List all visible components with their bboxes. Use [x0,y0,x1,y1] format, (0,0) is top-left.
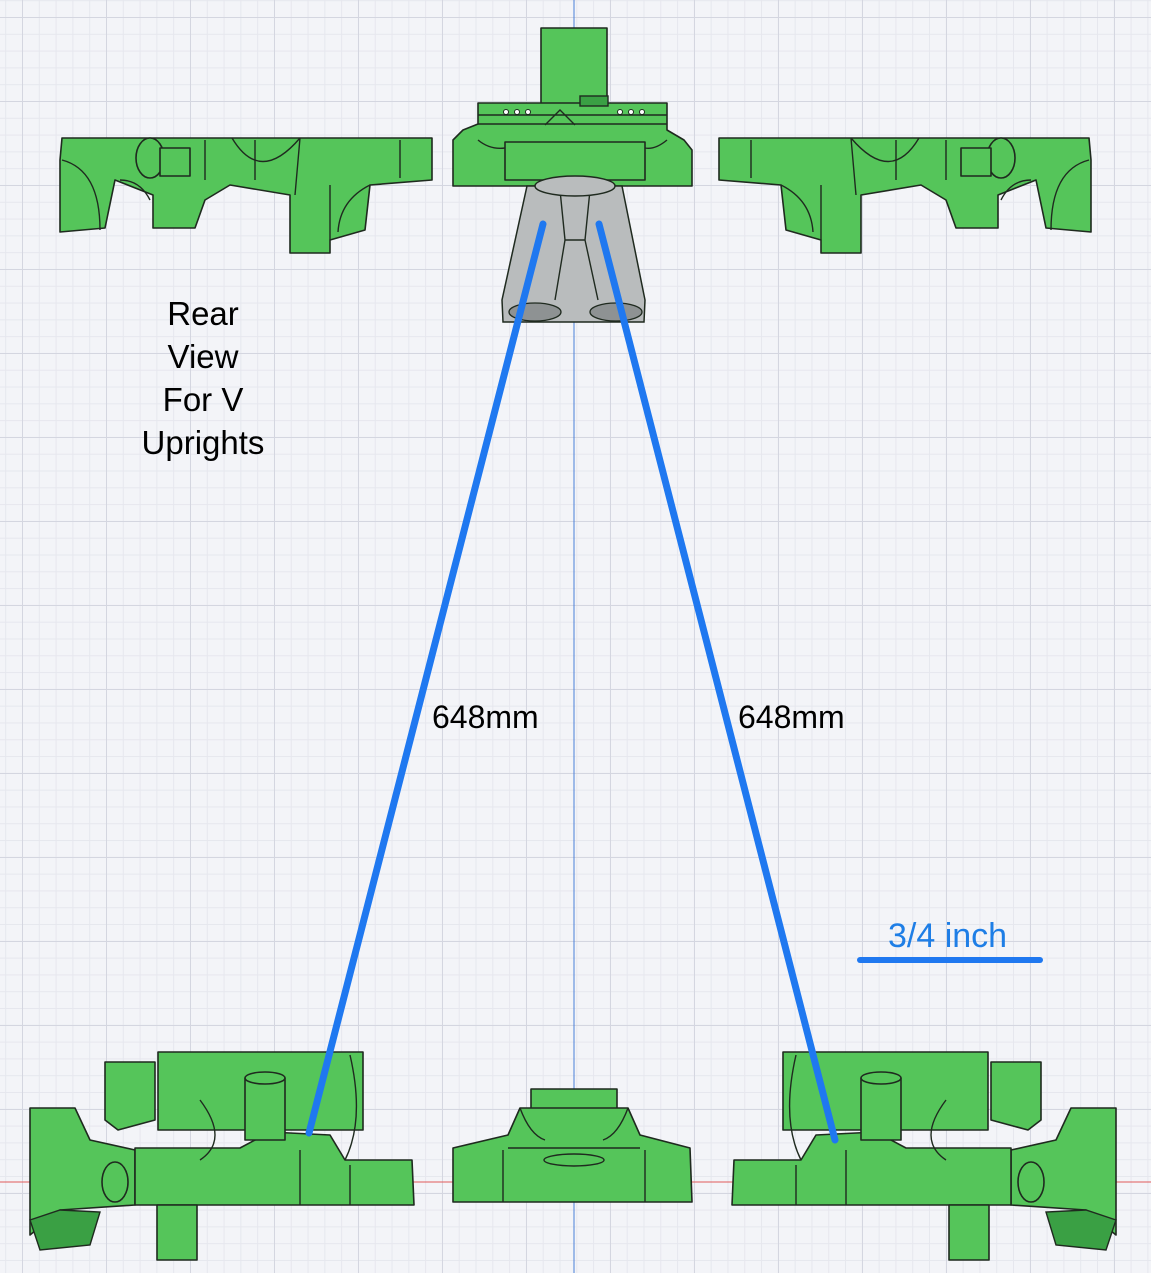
view-title-line-1: Rear [167,295,239,332]
right-strut-length-label: 648mm [738,699,845,735]
view-title-line-3: For V [162,380,244,418]
view-title-line-4: Uprights [141,423,265,461]
view-title: Rear View For V Uprights [120,293,286,465]
bottom-center-hub [452,1088,693,1203]
bottom-right-upright-part [731,1051,1117,1261]
top-right-upright-part [718,137,1092,254]
top-center-hub [452,27,693,187]
scale-bar-label: 3/4 inch [888,917,1008,955]
top-left-upright-part [59,137,433,254]
right-strut-line [595,220,839,1144]
left-strut-line [305,220,547,1137]
view-title-line-2: View [167,337,239,375]
left-strut-length-label: 648mm [432,699,539,735]
bottom-left-upright-part [29,1051,415,1261]
